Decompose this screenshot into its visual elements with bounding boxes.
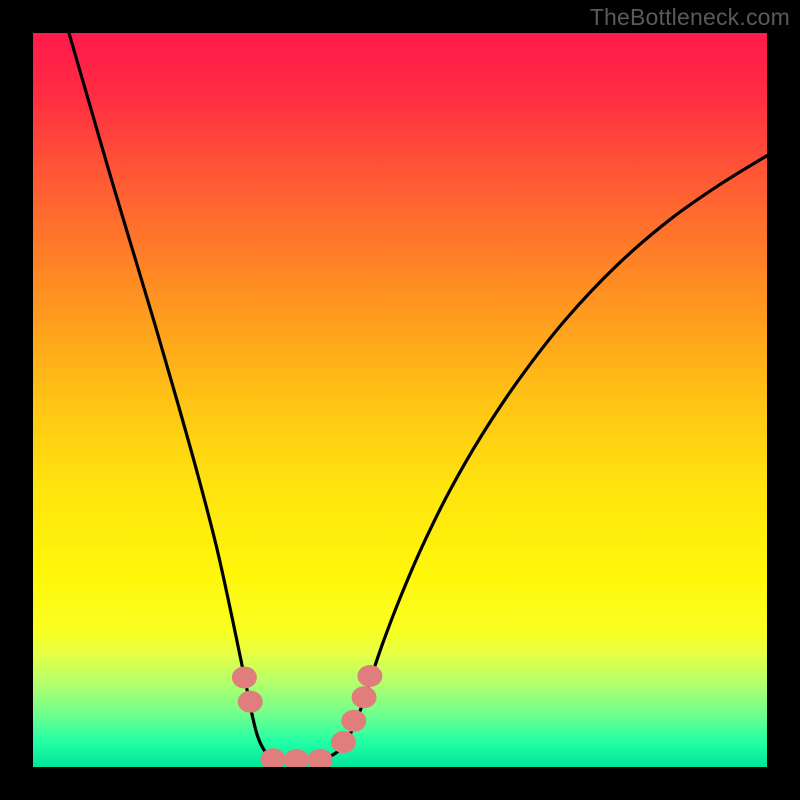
stage: TheBottleneck.com <box>0 0 800 800</box>
chart-background <box>33 33 767 767</box>
watermark-label: TheBottleneck.com <box>590 4 790 31</box>
highlight-blob <box>352 686 377 708</box>
highlight-blob <box>238 691 263 713</box>
bottleneck-chart <box>33 33 767 767</box>
highlight-blob <box>232 666 257 688</box>
highlight-blob <box>341 710 366 732</box>
highlight-blob <box>331 731 356 753</box>
chart-svg <box>33 33 767 767</box>
highlight-blob <box>357 665 382 687</box>
